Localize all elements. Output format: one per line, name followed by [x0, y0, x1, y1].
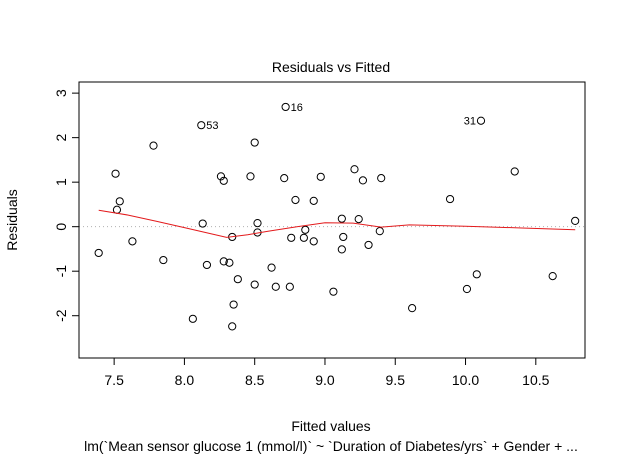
- residual-point: [510, 167, 519, 176]
- y-tick-label: -2: [53, 309, 69, 322]
- residual-point: [115, 197, 124, 206]
- residual-point: [287, 233, 296, 242]
- x-tick-label: 10.0: [452, 372, 479, 388]
- residual-point: [267, 263, 276, 272]
- residual-point: [301, 225, 310, 234]
- x-tick-label: 9.5: [386, 372, 406, 388]
- y-tick-label: 0: [53, 223, 69, 231]
- residual-point: [197, 121, 206, 130]
- residual-point: [281, 102, 290, 112]
- residual-point: [233, 275, 242, 284]
- residual-point: [198, 219, 207, 228]
- residual-point: [128, 237, 137, 246]
- residual-point: [472, 270, 481, 279]
- outlier-label: 53: [206, 120, 218, 132]
- residual-points: [94, 102, 580, 331]
- residual-point: [548, 271, 557, 281]
- residual-point: [285, 282, 294, 291]
- y-tick-label: 1: [53, 178, 69, 186]
- y-tick-label: 2: [53, 134, 69, 142]
- residual-point: [375, 227, 384, 236]
- residual-point: [202, 260, 212, 270]
- x-tick-label: 8.5: [245, 372, 265, 388]
- x-tick-label: 9.0: [315, 372, 335, 388]
- residual-point: [149, 141, 158, 150]
- outlier-labels: 53 16 31: [206, 102, 476, 132]
- x-tick-label: 8.0: [175, 372, 195, 388]
- model-formula-subtitle: lm(`Mean sensor glucose 1 (mmol/l)` ~ `D…: [84, 438, 578, 454]
- residual-point: [111, 169, 120, 178]
- residual-point: [445, 194, 455, 204]
- residual-point: [316, 172, 325, 181]
- plot-frame: [78, 81, 586, 359]
- residual-point: [280, 174, 289, 183]
- residual-point: [337, 214, 346, 223]
- residual-point: [94, 248, 103, 258]
- residual-point: [188, 314, 197, 323]
- residual-point: [309, 196, 318, 205]
- residual-point: [476, 116, 486, 125]
- residual-point: [271, 282, 280, 291]
- residual-point: [291, 195, 300, 205]
- residual-point: [112, 205, 122, 214]
- outlier-label: 16: [291, 102, 303, 114]
- residual-point: [339, 232, 348, 242]
- residual-point: [329, 287, 338, 296]
- residual-point: [250, 138, 259, 147]
- x-tick-label: 10.5: [522, 372, 549, 388]
- y-tick-label: -1: [53, 265, 69, 278]
- residual-point: [377, 174, 386, 183]
- y-axis-label: Residuals: [4, 189, 20, 250]
- residual-point: [219, 257, 228, 266]
- residual-point: [408, 304, 417, 313]
- residual-point: [309, 237, 318, 246]
- outlier-label: 31: [464, 116, 476, 128]
- smooth-trend-line: [98, 209, 576, 238]
- residual-point: [364, 240, 373, 250]
- chart-title: Residuals vs Fitted: [272, 59, 390, 75]
- residual-point: [358, 176, 368, 185]
- residual-point: [462, 284, 472, 294]
- residual-point: [219, 176, 228, 185]
- x-tick-label: 7.5: [104, 372, 124, 388]
- residual-point: [253, 219, 262, 228]
- x-axis-label: Fitted values: [291, 418, 370, 434]
- residual-point: [225, 258, 234, 267]
- residual-point: [229, 300, 238, 309]
- x-axis: 7.5 8.0 8.5 9.0 9.5 10.0 10.5: [104, 357, 550, 388]
- y-axis: -2 -1 0 1 2 3: [53, 89, 80, 322]
- residual-point: [228, 322, 237, 331]
- y-tick-label: 3: [53, 89, 69, 97]
- residual-point: [299, 233, 308, 242]
- residual-point: [337, 245, 346, 254]
- residual-point: [350, 165, 359, 174]
- residual-point: [250, 280, 259, 289]
- residual-point: [246, 172, 255, 181]
- residual-point: [571, 216, 580, 225]
- residual-point: [159, 255, 168, 265]
- residual-point: [354, 215, 363, 224]
- residual-point: [216, 172, 226, 181]
